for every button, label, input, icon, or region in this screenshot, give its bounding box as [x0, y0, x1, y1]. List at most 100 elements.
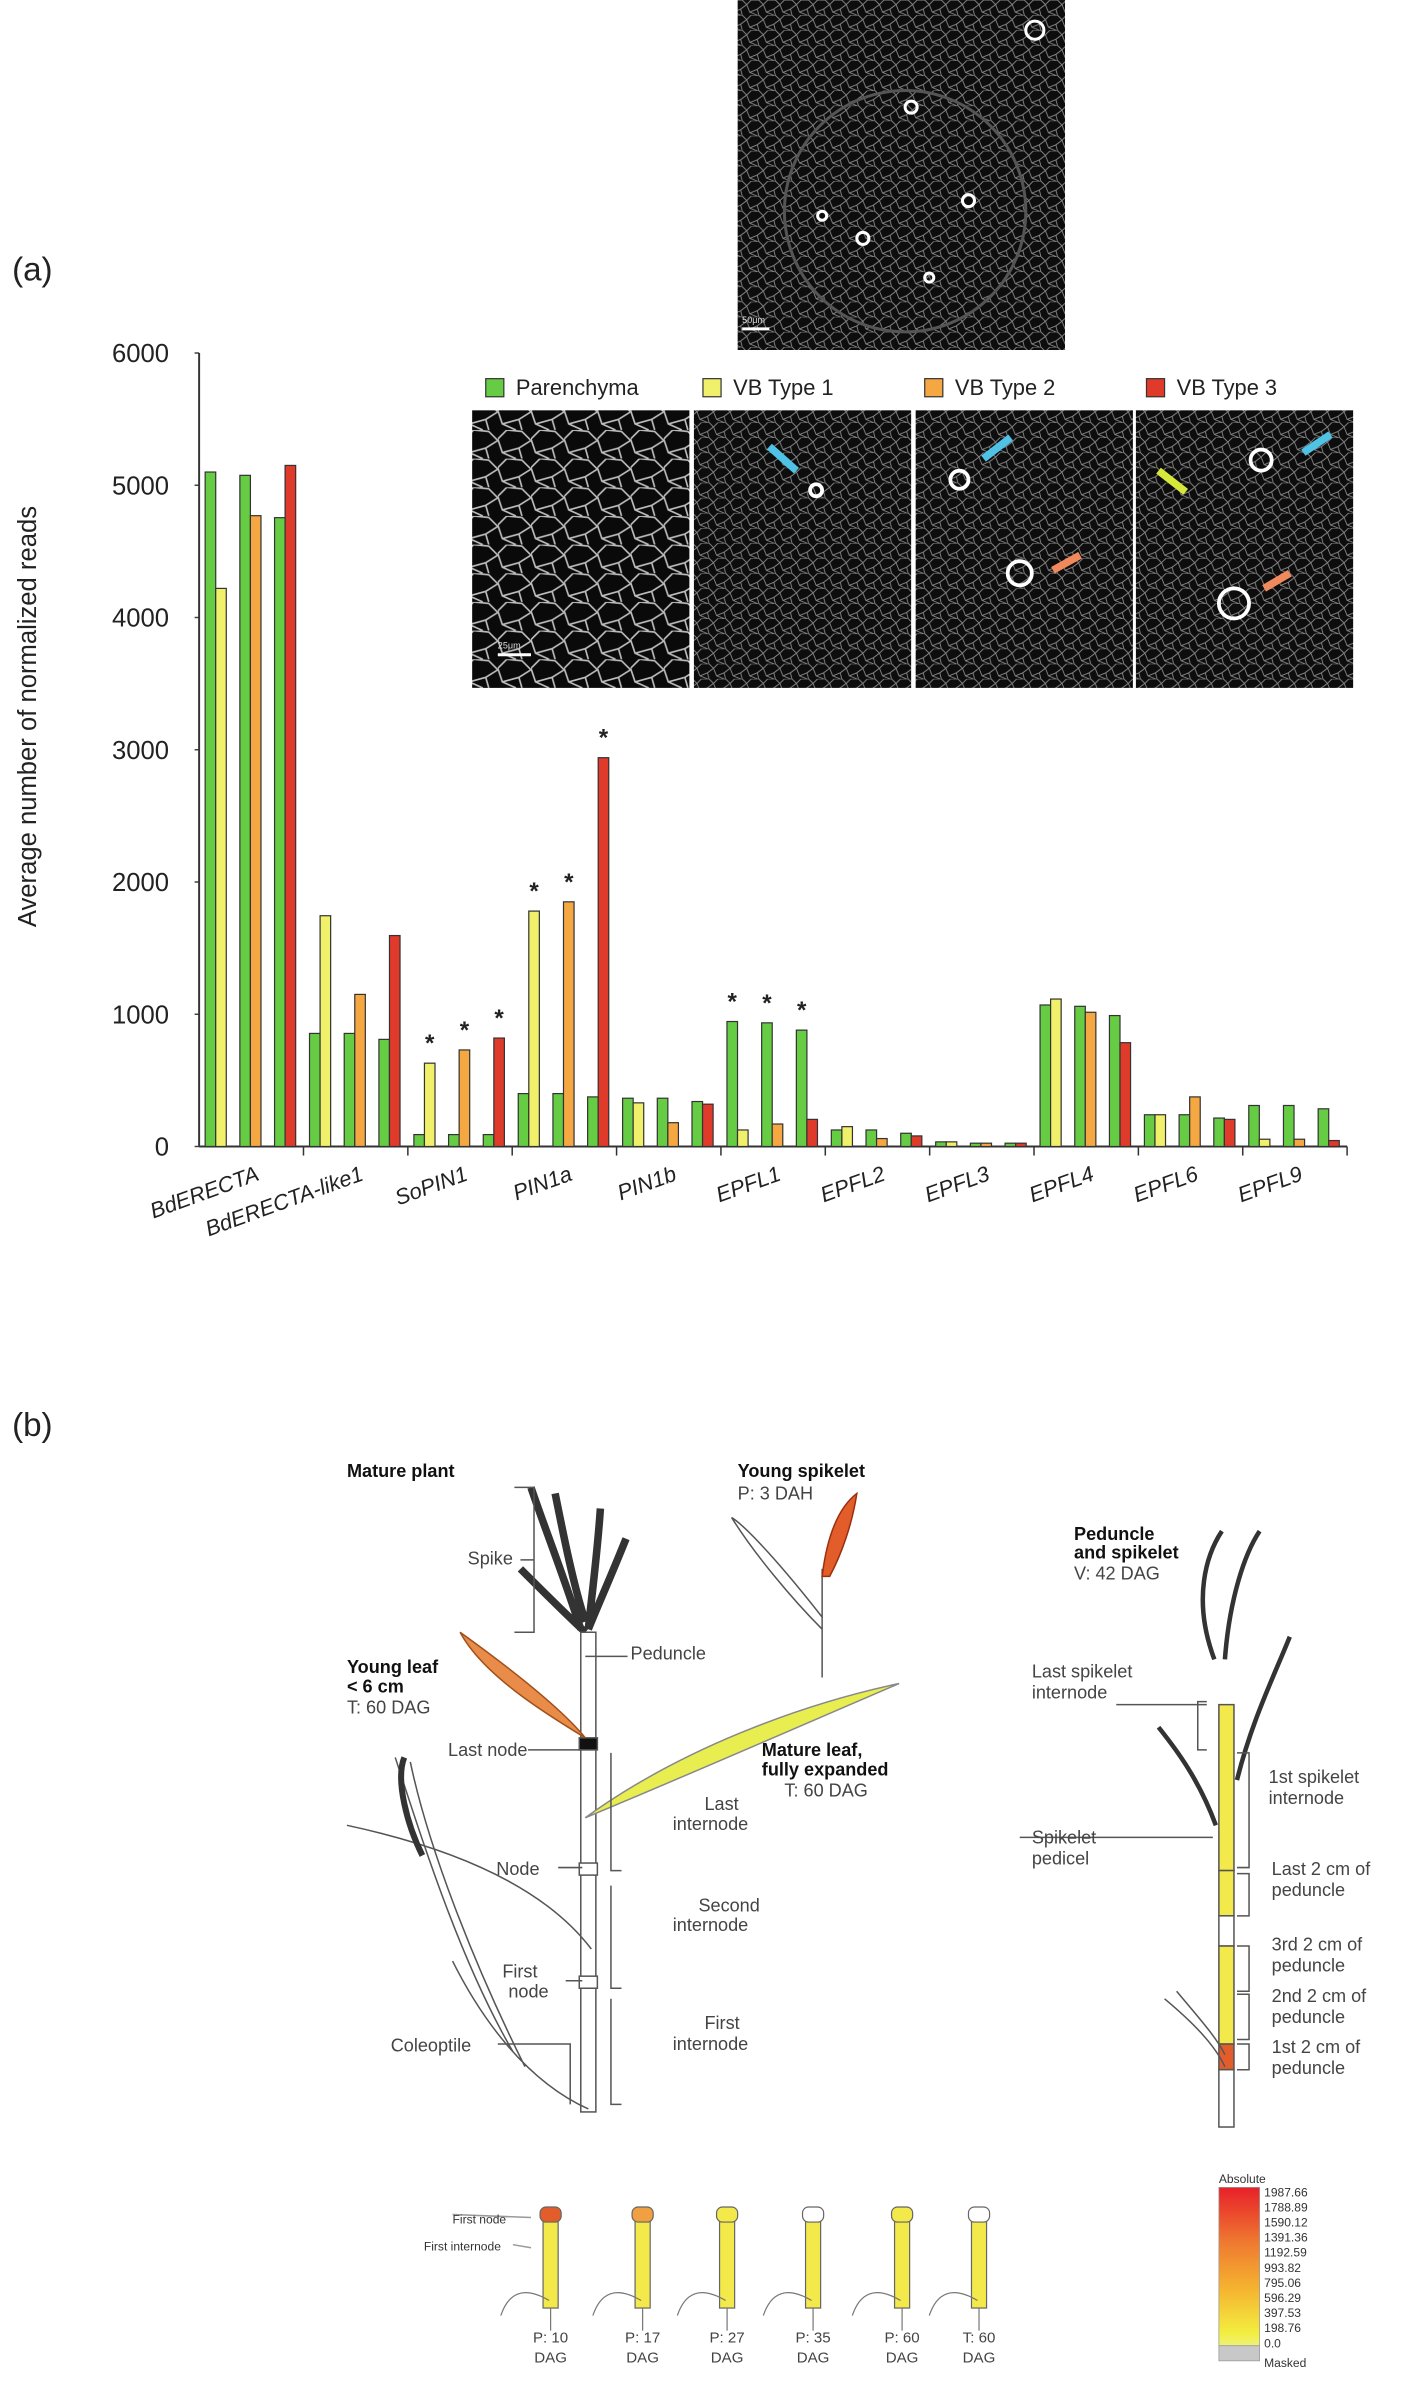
stem	[893, 2216, 911, 2309]
pointer	[452, 2213, 532, 2219]
bar	[1258, 1138, 1271, 1148]
label: < 6 cm	[347, 1677, 404, 1697]
bar	[597, 757, 610, 1148]
bar	[239, 474, 252, 1148]
bar	[875, 1137, 888, 1148]
bar	[701, 1103, 714, 1148]
label: 198.76	[1264, 2321, 1301, 2335]
bar	[1178, 1114, 1191, 1148]
bar	[552, 1092, 565, 1148]
bar	[726, 1020, 739, 1148]
bar	[1282, 1104, 1295, 1148]
bar	[308, 1032, 321, 1148]
bar	[830, 1129, 843, 1148]
bar	[458, 1049, 471, 1148]
node	[539, 2206, 562, 2223]
image-detail	[816, 19, 1046, 284]
bar	[1084, 1011, 1097, 1148]
bar	[1223, 1118, 1236, 1148]
label: internode	[1269, 1788, 1344, 1808]
label: Mature plant	[347, 1461, 455, 1481]
label: First	[502, 1962, 537, 1982]
label: T: 60 DAG	[784, 1781, 867, 1801]
plant-drawings	[346, 1486, 1292, 2128]
label: Young leaf	[347, 1657, 439, 1677]
bar	[761, 1022, 773, 1148]
label: Last	[704, 1794, 738, 1814]
label: 1391.36	[1264, 2231, 1308, 2245]
legend-swatch	[702, 378, 722, 398]
bar	[528, 910, 540, 1148]
vb-type1-image	[693, 410, 912, 688]
label: First node	[453, 2213, 507, 2227]
node	[631, 2206, 654, 2223]
time-series-drawings	[452, 2213, 532, 2249]
bar	[1189, 1096, 1201, 1148]
label: Spike	[468, 1548, 513, 1568]
y-tick-label: 1000	[112, 1001, 169, 1029]
label: DAG	[797, 2349, 830, 2366]
label: 1788.89	[1264, 2200, 1308, 2214]
bar	[945, 1141, 958, 1148]
stem	[542, 2216, 559, 2309]
bar	[1154, 1114, 1167, 1148]
stem	[634, 2216, 651, 2309]
label: 1192.59	[1264, 2246, 1307, 2260]
y-tick-label: 0	[155, 1134, 169, 1162]
label: and spikelet	[1074, 1542, 1179, 1562]
bar	[667, 1122, 680, 1148]
node	[715, 2206, 739, 2223]
label: Absolute	[1219, 2172, 1266, 2186]
label: P: 35	[795, 2330, 830, 2347]
node	[967, 2206, 991, 2223]
bar	[1050, 998, 1062, 1148]
masked-swatch	[1218, 2345, 1260, 2362]
label: 50μm	[742, 315, 765, 325]
bar	[482, 1133, 495, 1148]
seedling-leaf	[928, 2292, 980, 2331]
label: internode	[1032, 1683, 1107, 1703]
label: DAG	[534, 2349, 567, 2366]
label: peduncle	[1272, 2058, 1345, 2078]
label: DAG	[711, 2349, 744, 2366]
vb-type3-image	[1135, 410, 1354, 688]
parenchyma-image	[472, 410, 690, 688]
y-tick-label: 2000	[112, 869, 169, 897]
label: P: 17	[625, 2330, 660, 2347]
label: peduncle	[1272, 2007, 1345, 2027]
x-tick-label: EPFL9	[1234, 1161, 1305, 1207]
label: 993.82	[1264, 2261, 1301, 2275]
bar	[1293, 1138, 1306, 1148]
seedling	[592, 2206, 654, 2331]
label: P: 60	[884, 2330, 919, 2347]
bar	[319, 915, 332, 1148]
bar	[562, 901, 575, 1148]
label: Masked	[1264, 2356, 1306, 2370]
bar	[771, 1123, 784, 1148]
micrographs	[472, 0, 1354, 688]
y-tick-label: 6000	[112, 340, 169, 368]
bar	[622, 1097, 634, 1148]
bar	[969, 1142, 982, 1148]
bar	[1143, 1114, 1156, 1148]
significance-mark: *	[599, 725, 609, 752]
label: P: 3 DAH	[738, 1483, 813, 1503]
label: Spikelet	[1032, 1827, 1096, 1847]
pointer	[512, 2243, 532, 2249]
seedling-leaf	[500, 2292, 552, 2331]
label: 1590.12	[1264, 2216, 1308, 2230]
bar	[795, 1029, 808, 1148]
x-tick-label: EPFL2	[817, 1161, 888, 1207]
label: First internode	[424, 2240, 501, 2254]
y-tick-label: 4000	[112, 605, 169, 633]
bar	[1074, 1005, 1086, 1148]
bar	[273, 517, 286, 1148]
label: DAG	[963, 2349, 996, 2366]
legend-swatch	[485, 378, 505, 398]
significance-mark: *	[728, 988, 738, 1015]
bar	[736, 1129, 749, 1148]
label: 1987.66	[1264, 2185, 1308, 2199]
bar	[284, 464, 297, 1148]
label: internode	[673, 1814, 748, 1834]
